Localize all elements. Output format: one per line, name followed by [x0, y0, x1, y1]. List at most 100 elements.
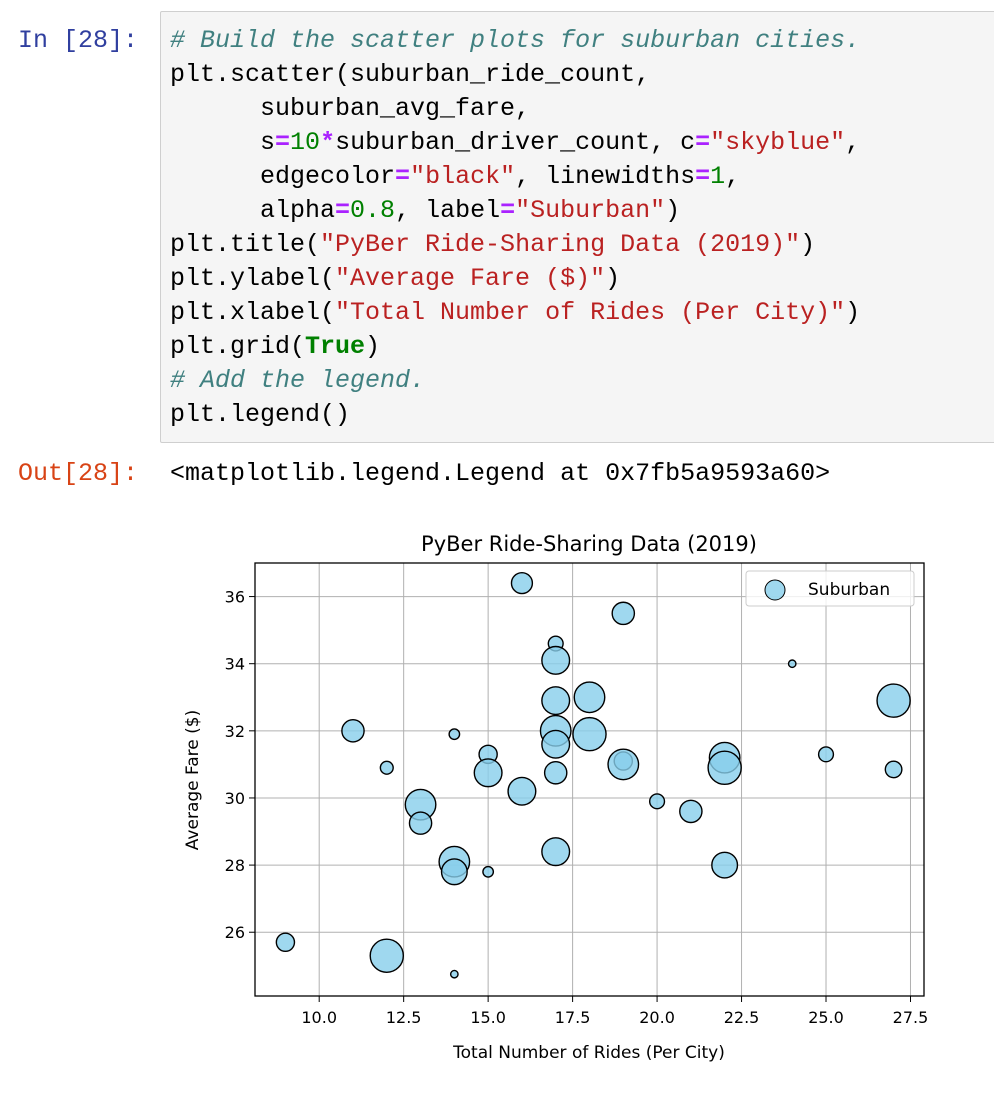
y-tick-label: 30: [225, 789, 245, 808]
y-tick-label: 28: [225, 856, 245, 875]
y-tick-label: 34: [225, 655, 245, 674]
code-input-area[interactable]: [160, 11, 994, 443]
x-tick-label: 22.5: [724, 1008, 760, 1027]
x-tick-label: 17.5: [555, 1008, 591, 1027]
legend-marker: [764, 579, 786, 601]
code-line: # Build the scatter plots for suburban c…: [170, 24, 860, 58]
code-token: ,: [845, 128, 861, 157]
data-points: [275, 571, 911, 979]
code-token: ): [845, 298, 861, 327]
code-line: plt.ylabel("Average Fare ($)"): [170, 262, 860, 296]
code-line: suburban_avg_fare,: [170, 92, 860, 126]
y-tick-label: 32: [225, 722, 245, 741]
code-token: 10: [290, 128, 321, 157]
plot-frame: [254, 562, 925, 997]
code-token: 1: [710, 162, 726, 191]
code-token: "Average Fare ($)": [335, 264, 606, 293]
y-tick-label: 26: [225, 923, 245, 942]
code-token: plt.legend(): [170, 400, 351, 429]
legend: Suburban: [745, 570, 915, 607]
code-token: # Add the legend.: [170, 366, 426, 395]
data-point: [711, 851, 739, 879]
code-token: 0.8: [350, 196, 396, 225]
output-prompt: Out[28]:: [18, 459, 139, 488]
code-block[interactable]: # Build the scatter plots for suburban c…: [170, 24, 860, 432]
chart-title: PyBer Ride-Sharing Data (2019): [421, 532, 757, 556]
data-point: [448, 728, 461, 741]
data-point: [884, 760, 903, 779]
data-point: [473, 758, 503, 788]
x-axis-label: Total Number of Rides (Per City): [452, 1043, 725, 1063]
x-tick-label: 10.0: [301, 1008, 337, 1027]
code-token: "PyBer Ride-Sharing Data (2019)": [320, 230, 801, 259]
code-token: ): [605, 264, 621, 293]
code-token: ): [365, 332, 381, 361]
code-token: =: [395, 162, 411, 191]
code-token: , label: [395, 196, 501, 225]
data-point: [275, 932, 296, 953]
code-token: =: [500, 196, 516, 225]
code-line: # Add the legend.: [170, 364, 860, 398]
data-point: [379, 760, 394, 775]
code-line: plt.title("PyBer Ride-Sharing Data (2019…: [170, 228, 860, 262]
code-token: # Build the scatter plots for suburban c…: [170, 26, 861, 55]
x-tick-label: 25.0: [808, 1008, 844, 1027]
data-point: [408, 811, 433, 835]
code-token: "skyblue": [710, 128, 846, 157]
axis-ticks: 10.0 12.5 15.0 17.5 20.0 22.5 25.0 27.5 26 28 30 32…: [225, 588, 929, 1027]
code-token: plt.grid(: [170, 332, 306, 361]
output-text: <matplotlib.legend.Legend at 0x7fb5a9593…: [170, 459, 831, 488]
input-prompt: In [28]:: [18, 26, 139, 55]
data-point: [543, 760, 568, 785]
code-token: =: [695, 162, 711, 191]
y-tick-label: 36: [225, 588, 245, 607]
data-point: [607, 748, 640, 781]
code-line: alpha=0.8, label="Suburban"): [170, 194, 860, 228]
x-tick-label: 27.5: [893, 1008, 929, 1027]
data-point: [449, 969, 459, 979]
code-token: True: [305, 332, 366, 361]
code-token: *: [320, 128, 336, 157]
code-token: plt.title(: [170, 230, 321, 259]
data-point: [369, 938, 405, 973]
data-point: [507, 776, 537, 806]
data-point: [611, 601, 636, 626]
code-line: plt.legend(): [170, 398, 860, 432]
data-point: [817, 746, 835, 763]
code-line: edgecolor="black", linewidths=1,: [170, 160, 860, 194]
code-token: =: [275, 128, 291, 157]
code-line: plt.scatter(suburban_ride_count,: [170, 58, 860, 92]
data-point: [440, 858, 468, 886]
legend-box: [745, 570, 915, 607]
data-point: [787, 659, 797, 669]
grid-lines: [255, 563, 924, 996]
data-point: [541, 729, 571, 759]
code-token: plt.ylabel(: [170, 264, 336, 293]
code-token: plt.xlabel(: [170, 298, 336, 327]
code-line: plt.grid(True): [170, 330, 860, 364]
code-token: "Total Number of Rides (Per City)": [335, 298, 846, 327]
code-token: plt.scatter(suburban_ride_count,: [170, 60, 651, 89]
data-point: [482, 865, 495, 878]
legend-label: Suburban: [808, 580, 890, 600]
code-token: ,: [725, 162, 741, 191]
code-token: "black": [410, 162, 516, 191]
data-point: [572, 716, 607, 752]
code-token: =: [695, 128, 711, 157]
code-line: s=10*suburban_driver_count, c="skyblue",: [170, 126, 860, 160]
code-token: , linewidths: [515, 162, 696, 191]
data-point: [876, 683, 911, 718]
x-tick-label: 15.0: [470, 1008, 506, 1027]
code-token: "Suburban": [515, 196, 666, 225]
data-point: [573, 681, 606, 714]
code-token: =: [335, 196, 351, 225]
code-line: plt.xlabel("Total Number of Rides (Per C…: [170, 296, 860, 330]
data-point: [541, 837, 571, 867]
code-token: suburban_avg_fare,: [170, 94, 531, 123]
data-point: [679, 799, 703, 824]
x-tick-label: 12.5: [386, 1008, 422, 1027]
data-point: [510, 571, 534, 595]
code-token: suburban_driver_count, c: [335, 128, 696, 157]
code-token: ): [800, 230, 816, 259]
